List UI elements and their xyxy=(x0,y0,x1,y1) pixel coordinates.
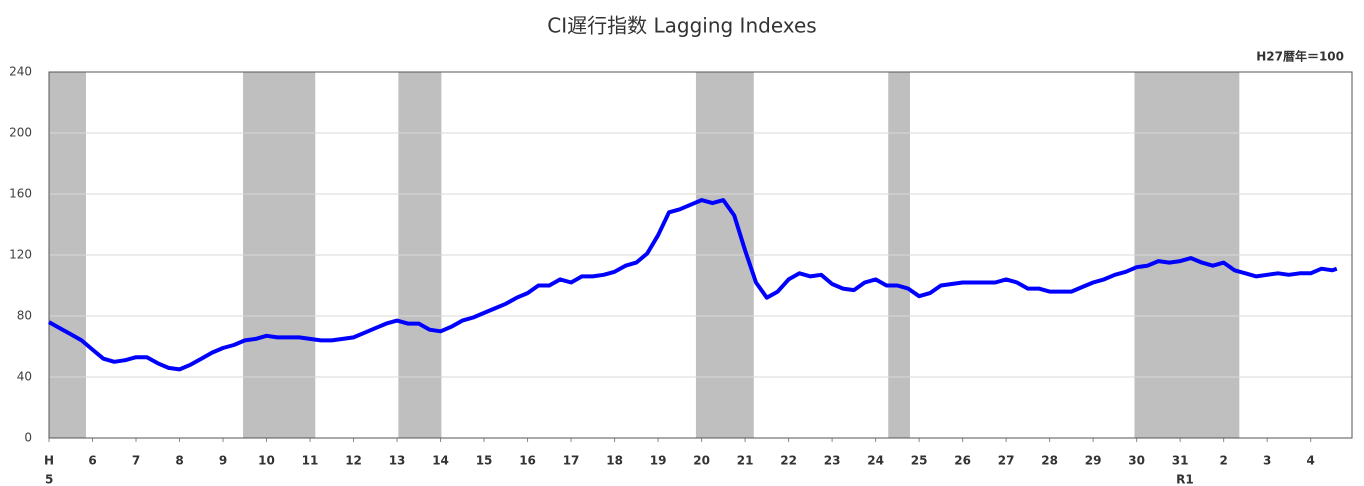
chart-title: CI遅行指数 Lagging Indexes xyxy=(547,14,816,38)
y-tick-label: 120 xyxy=(9,248,32,262)
x-tick-label: 12 xyxy=(345,454,362,468)
x-tick-label: 26 xyxy=(954,454,971,468)
x-tick-label: 31 xyxy=(1172,454,1189,468)
x-tick-label: 13 xyxy=(389,454,406,468)
x-tick-label: R1 xyxy=(1176,473,1194,486)
plot-frame xyxy=(48,71,1353,439)
y-tick-label: 200 xyxy=(9,126,32,140)
x-tick-label: 17 xyxy=(563,454,580,468)
x-tick-label: 21 xyxy=(737,454,754,468)
x-tick-label: 22 xyxy=(780,454,797,468)
x-tick-label: 6 xyxy=(88,454,96,468)
x-tick-label: 15 xyxy=(476,454,493,468)
y-tick-label: 240 xyxy=(9,65,32,79)
x-tick-label: 18 xyxy=(606,454,623,468)
x-tick-label: 29 xyxy=(1085,454,1102,468)
x-tick-label: 20 xyxy=(693,454,710,468)
x-tick-label: 9 xyxy=(219,454,227,468)
x-tick-label: 7 xyxy=(132,454,140,468)
x-tick-label: 19 xyxy=(650,454,667,468)
x-tick-label: 8 xyxy=(175,454,183,468)
unit-note: H27暦年＝100 xyxy=(1256,49,1344,64)
data-line xyxy=(48,198,1338,372)
x-tick-label: 14 xyxy=(432,454,449,468)
y-tick-label: 80 xyxy=(17,309,32,323)
x-tick-label: 3 xyxy=(1263,454,1271,468)
y-tick-label: 0 xyxy=(24,431,32,445)
y-tick-label: 40 xyxy=(17,370,32,384)
x-tick-label: 5 xyxy=(45,473,53,486)
x-tick-label: 24 xyxy=(867,454,884,468)
x-tick-label: 4 xyxy=(1306,454,1314,468)
x-tick-label: 2 xyxy=(1219,454,1227,468)
x-tick-label: 16 xyxy=(519,454,536,468)
x-tick-label: 27 xyxy=(998,454,1015,468)
x-tick-label: 28 xyxy=(1041,454,1058,468)
x-tick-label: 30 xyxy=(1128,454,1145,468)
x-tick-label: 23 xyxy=(824,454,841,468)
x-tick-label: H xyxy=(44,454,54,468)
x-tick-label: 11 xyxy=(302,454,319,468)
x-tick-label: 25 xyxy=(911,454,928,468)
x-tick-label: 10 xyxy=(258,454,275,468)
y-tick-label: 160 xyxy=(9,187,32,201)
